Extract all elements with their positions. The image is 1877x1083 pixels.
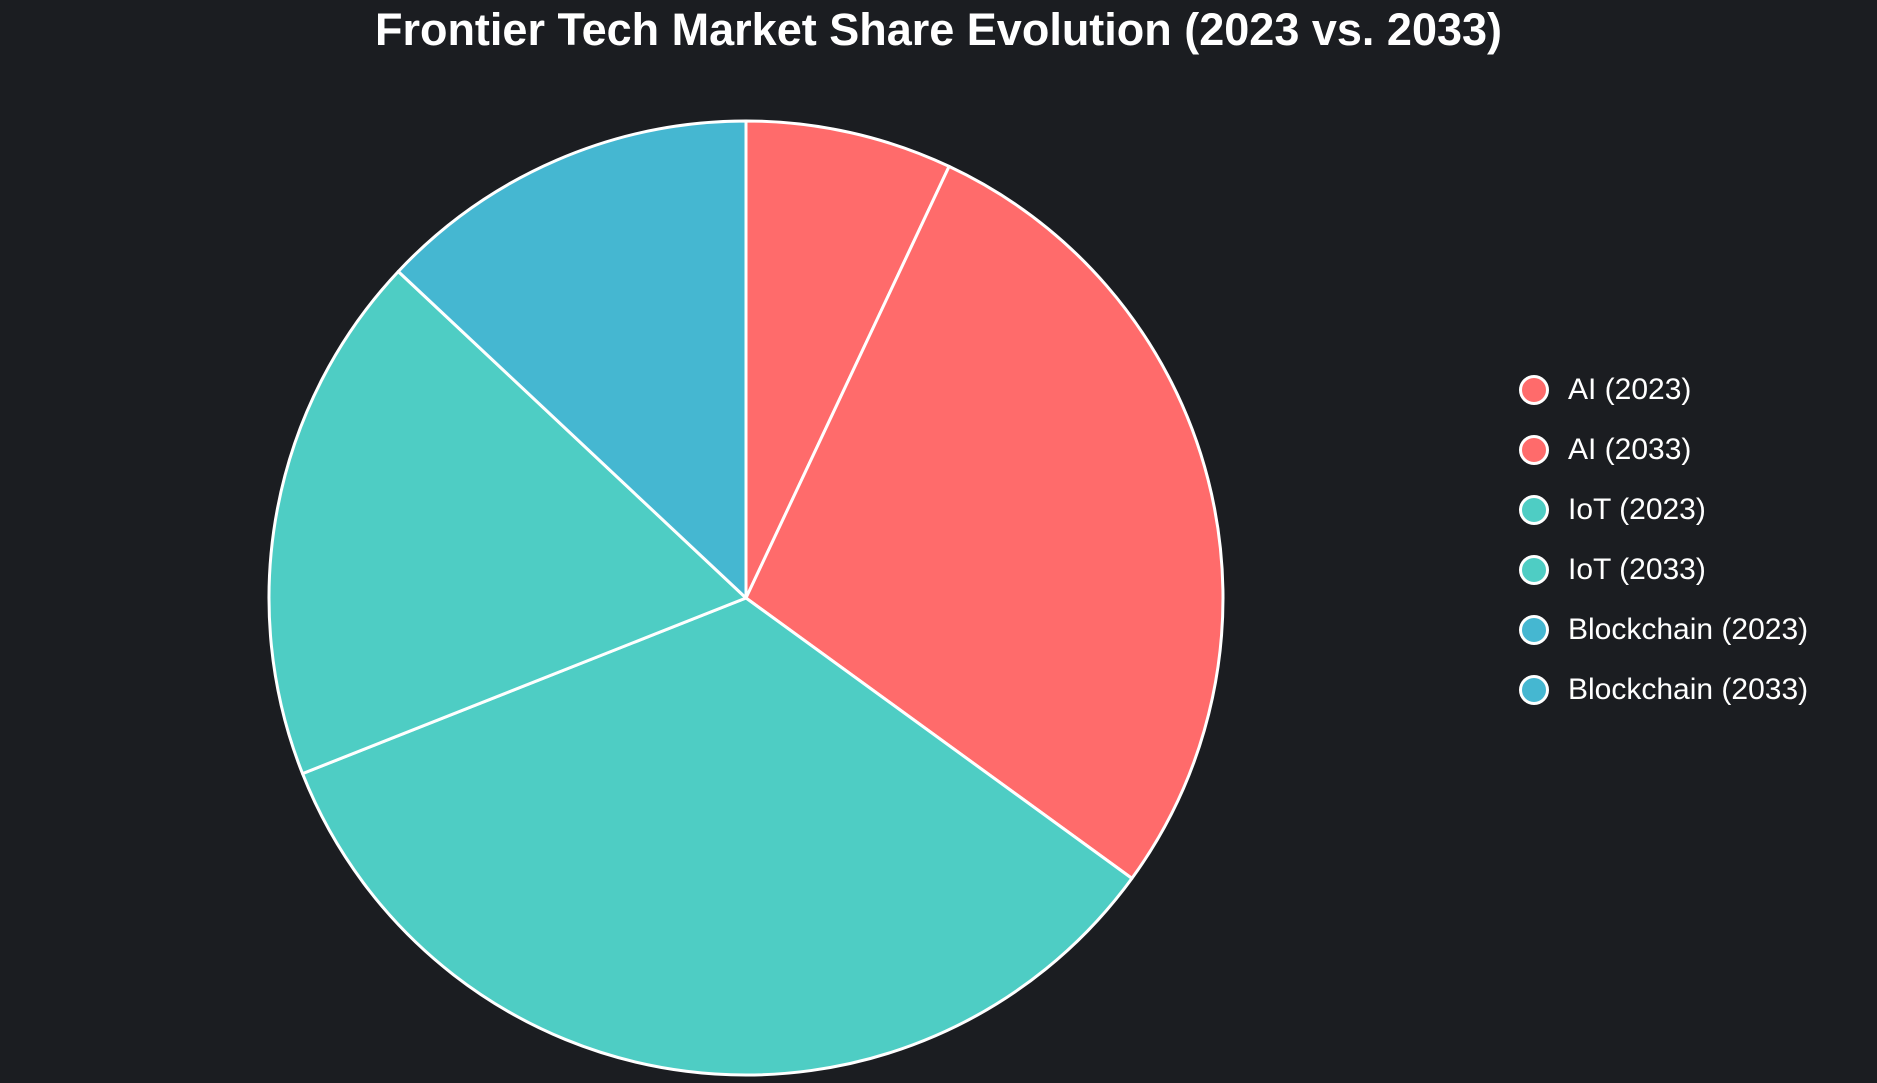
legend-item-blockchain-2033[interactable]: Blockchain (2033) bbox=[1519, 660, 1808, 720]
legend-item-iot-2023[interactable]: IoT (2023) bbox=[1519, 480, 1808, 540]
pie-slice-blockchain-2023[interactable] bbox=[396, 119, 748, 600]
legend-item-iot-2033[interactable]: IoT (2033) bbox=[1519, 540, 1808, 600]
pie-slice-ai-2023[interactable] bbox=[744, 119, 951, 600]
legend: AI (2023) AI (2033) IoT (2023) IoT (2033) Bl… bbox=[1519, 360, 1808, 720]
legend-color-dot-iot-2033 bbox=[1519, 555, 1549, 585]
legend-item-ai-2023[interactable]: AI (2023) bbox=[1519, 360, 1808, 420]
legend-label: AI (2033) bbox=[1568, 433, 1692, 466]
legend-item-ai-2033[interactable]: AI (2033) bbox=[1519, 420, 1808, 480]
legend-label: AI (2023) bbox=[1568, 373, 1692, 406]
pie-slice-iot-2023[interactable] bbox=[301, 596, 1134, 1077]
legend-label: Blockchain (2023) bbox=[1568, 613, 1809, 646]
legend-label: IoT (2033) bbox=[1568, 553, 1706, 586]
pie-slice-ai-2033[interactable] bbox=[744, 164, 1225, 880]
legend-label: IoT (2023) bbox=[1568, 493, 1706, 526]
legend-label: Blockchain (2033) bbox=[1568, 673, 1809, 706]
legend-color-dot-iot-2023 bbox=[1519, 495, 1549, 525]
pie-slice-iot-2033[interactable] bbox=[267, 269, 748, 776]
legend-color-dot-ai-2023 bbox=[1519, 375, 1549, 405]
legend-color-dot-blockchain-2033 bbox=[1519, 675, 1549, 705]
legend-item-blockchain-2023[interactable]: Blockchain (2023) bbox=[1519, 600, 1808, 660]
legend-color-dot-blockchain-2023 bbox=[1519, 615, 1549, 645]
chart-title: Frontier Tech Market Share Evolution (20… bbox=[374, 4, 1503, 55]
legend-color-dot-ai-2033 bbox=[1519, 435, 1549, 465]
